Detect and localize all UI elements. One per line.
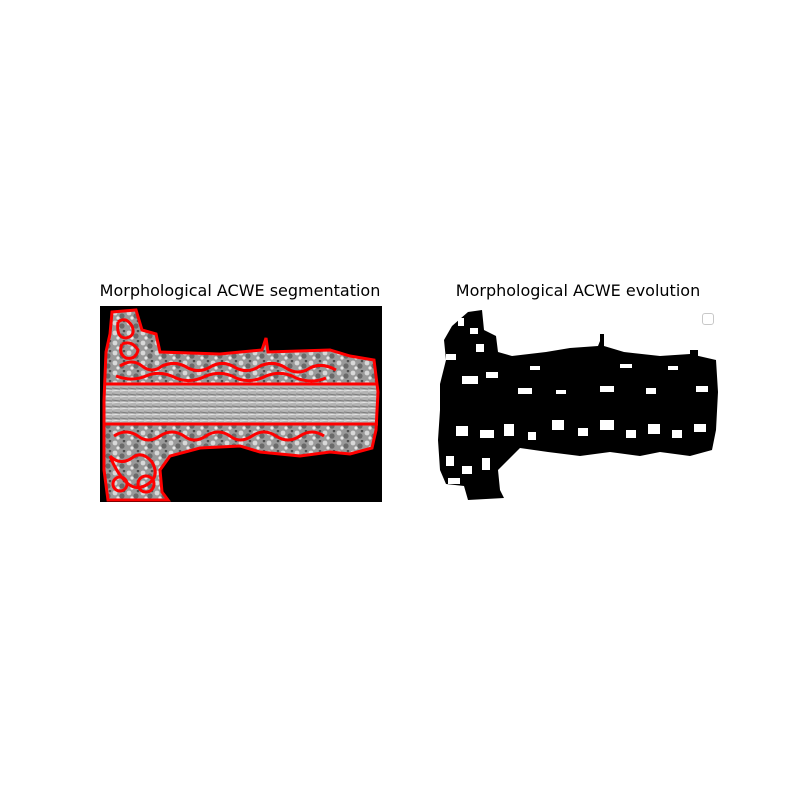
mask-holes <box>446 318 708 484</box>
left-panel-title: Morphological ACWE segmentation <box>99 281 381 300</box>
left-panel-image <box>100 306 382 502</box>
evolution-mask <box>438 310 718 500</box>
segmentation-contours <box>102 308 380 502</box>
right-panel-title: Morphological ACWE evolution <box>455 281 701 300</box>
empty-legend-box <box>702 313 714 325</box>
right-panel-image <box>438 306 720 502</box>
